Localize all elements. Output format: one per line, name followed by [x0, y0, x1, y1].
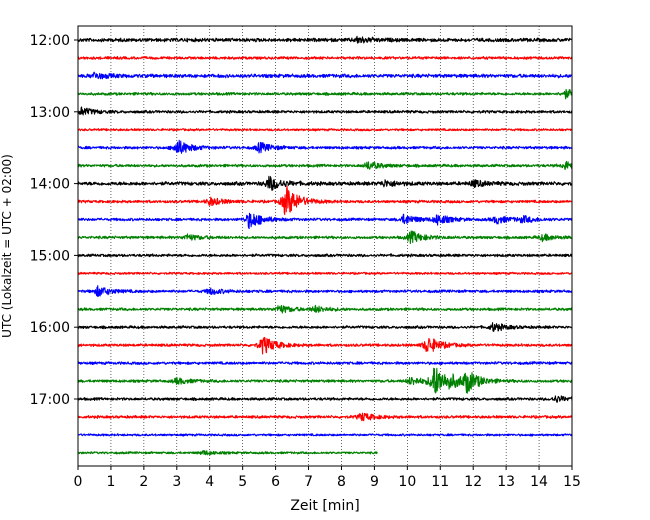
- x-tick-label: 6: [271, 474, 280, 490]
- trace-1500: [77, 253, 573, 258]
- x-axis-ticks: 0 1 2 3 4 5 6 7 8 9 10 11 12 13 14 15: [74, 466, 581, 490]
- trace-1230: [77, 71, 573, 80]
- y-tick-label: 15:00: [30, 248, 70, 264]
- x-axis-label: Zeit [min]: [290, 498, 359, 514]
- y-tick-label: 17:00: [30, 392, 70, 408]
- plot-frame: [77, 25, 573, 467]
- trace-1400: [77, 175, 573, 191]
- x-tick-label: 3: [172, 474, 181, 490]
- trace-1445: [77, 230, 573, 245]
- trace-1715: [77, 412, 573, 422]
- x-tick-label: 2: [139, 474, 148, 490]
- y-tick-label: 14:00: [30, 177, 70, 193]
- x-tick-label: 8: [337, 474, 346, 490]
- y-tick-label: 13:00: [30, 105, 70, 121]
- trace-1315: [77, 128, 573, 132]
- trace-1730: [77, 433, 573, 437]
- trace-1245: [77, 88, 573, 100]
- trace-1545: [77, 304, 573, 314]
- trace-1300: [77, 106, 573, 116]
- trace-1415: [77, 185, 573, 216]
- x-tick-label: 5: [238, 474, 247, 490]
- trace-1600: [77, 322, 573, 332]
- trace-1515: [77, 271, 573, 276]
- trace-1215: [77, 55, 573, 60]
- trace-1200: [77, 35, 573, 44]
- y-tick-label: 12:00: [30, 33, 70, 49]
- trace-1700: [77, 395, 573, 403]
- y-tick-label: 16:00: [30, 320, 70, 336]
- x-tick-label: 7: [304, 474, 313, 490]
- y-axis-ticks: 12:00 13:00 14:00 15:00 16:00 17:00: [30, 33, 78, 408]
- x-tick-label: 4: [205, 474, 214, 490]
- trace-1345: [77, 160, 573, 170]
- x-tick-label: 12: [464, 474, 482, 490]
- trace-1615: [77, 336, 573, 355]
- grid-lines: [110, 26, 540, 466]
- x-tick-label: 9: [370, 474, 379, 490]
- y-axis-label: UTC (Lokalzeit = UTC + 02:00): [0, 154, 14, 338]
- trace-1330: [77, 139, 573, 154]
- x-tick-label: 15: [563, 474, 581, 490]
- x-tick-label: 13: [497, 474, 515, 490]
- trace-1745: [77, 450, 378, 456]
- x-tick-label: 14: [530, 474, 548, 490]
- trace-1430: [77, 212, 573, 230]
- trace-1645: [77, 367, 573, 394]
- trace-group: [77, 35, 573, 456]
- x-tick-label: 0: [74, 474, 83, 490]
- x-tick-label: 10: [398, 474, 416, 490]
- x-tick-label: 1: [106, 474, 115, 490]
- trace-1530: [77, 285, 573, 298]
- trace-1630: [77, 361, 573, 366]
- x-tick-label: 11: [431, 474, 449, 490]
